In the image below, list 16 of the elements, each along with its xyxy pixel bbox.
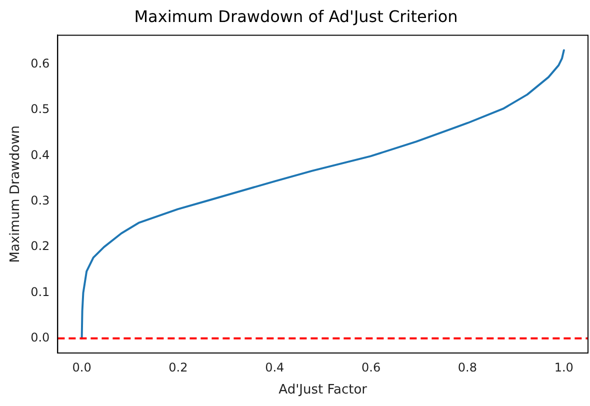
y-tick-label: 0.1 bbox=[30, 284, 50, 299]
x-axis-title: Ad'Just Factor bbox=[278, 382, 368, 398]
x-tick-label: 1.0 bbox=[554, 360, 574, 374]
y-axis-title: Maximum Drawdown bbox=[8, 125, 24, 263]
chart-title: Maximum Drawdown of Ad'Just Criterion bbox=[134, 6, 458, 26]
y-tick-label: 0.6 bbox=[30, 56, 50, 71]
y-tick-label: 0.0 bbox=[30, 330, 50, 345]
x-tick-label: 0.6 bbox=[362, 360, 381, 374]
x-tick-label: 0.8 bbox=[458, 360, 478, 374]
y-tick-label: 0.5 bbox=[30, 102, 50, 116]
x-tick-label: 0.0 bbox=[72, 360, 92, 374]
y-tick-label: 0.2 bbox=[30, 239, 50, 254]
y-tick-label: 0.3 bbox=[30, 194, 50, 208]
x-tick-label: 0.4 bbox=[265, 360, 284, 374]
x-tick-label: 0.2 bbox=[168, 360, 188, 374]
y-tick-label: 0.4 bbox=[30, 148, 50, 162]
